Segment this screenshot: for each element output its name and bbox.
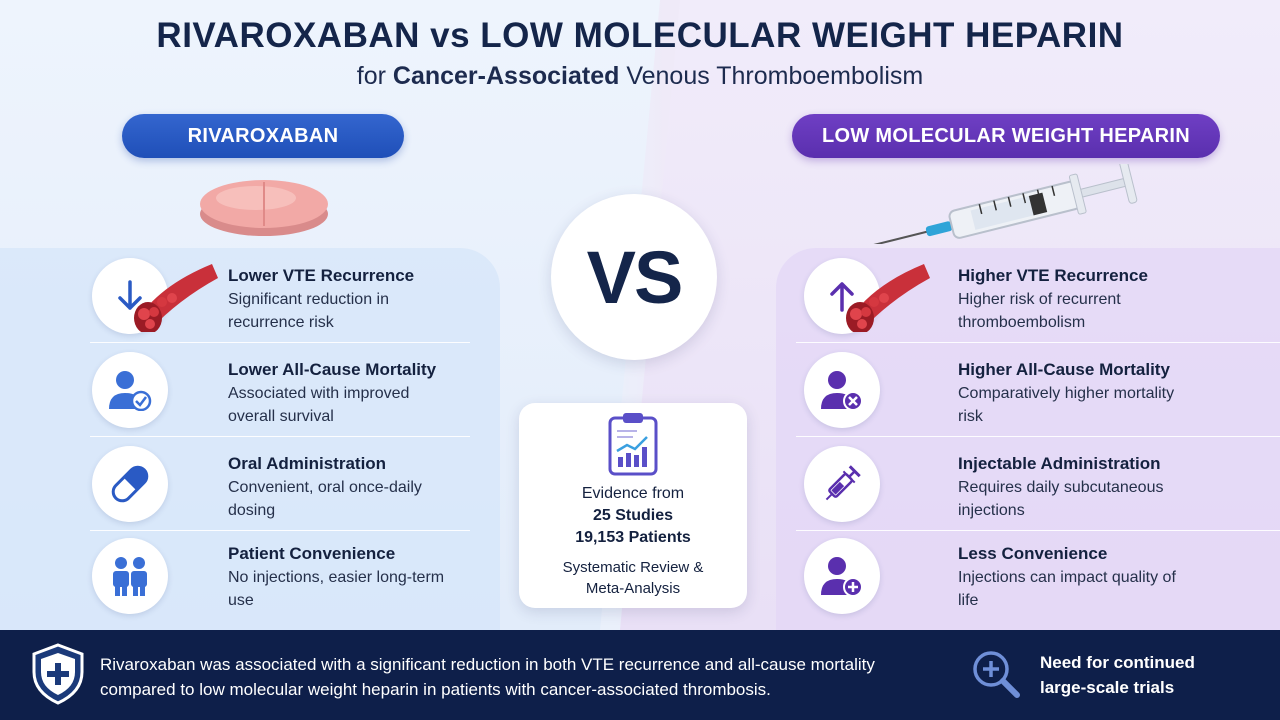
footer-text-5: compared to low molecular weight heparin…	[100, 680, 771, 699]
person-plus-icon	[804, 538, 880, 614]
rivaroxaban-label: RIVAROXABAN	[122, 114, 404, 158]
item-desc: Requires daily subcutaneous injections	[958, 479, 1164, 519]
item-title: Patient Convenience	[228, 544, 396, 563]
list-item: Lower All-Cause Mortality Associated wit…	[0, 342, 500, 436]
people-icon	[92, 538, 168, 614]
list-item: Patient Convenience No injections, easie…	[0, 530, 500, 624]
magnifier-plus-icon	[973, 651, 1020, 698]
lmwh-panel: Higher VTE Recurrence Higher risk of rec…	[776, 248, 1280, 630]
evidence-card: Evidence from 25 Studies 19,153 Patients…	[519, 403, 747, 608]
item-desc: Significant reduction in recurrence risk	[228, 291, 389, 331]
footer-text-4: in both VTE recurrence and all-cause mor…	[520, 655, 875, 674]
item-desc: No injections, easier long-term use	[228, 569, 445, 609]
list-item: Less Convenience Injections can impact q…	[776, 530, 1280, 624]
capsule-icon	[92, 446, 168, 522]
subtitle-suffix: Venous Thromboembolism	[626, 62, 924, 90]
footer-banner: Rivaroxaban was associated with a signif…	[0, 630, 1280, 720]
list-item: Oral Administration Convenient, oral onc…	[0, 436, 500, 530]
item-title: Lower VTE Recurrence	[228, 266, 415, 285]
divider	[90, 342, 470, 343]
item-title: Higher VTE Recurrence	[958, 266, 1148, 285]
footer-callout-line2: large-scale trials	[1040, 678, 1175, 697]
divider	[796, 530, 1280, 531]
blood-vessel-icon	[134, 264, 218, 332]
evidence-patients: 19,153 Patients	[575, 529, 691, 546]
item-title: Injectable Administration	[958, 454, 1161, 473]
person-x-icon	[804, 352, 880, 428]
vs-badge: VS	[551, 194, 717, 360]
subtitle-bold: Cancer-Associated	[392, 62, 620, 90]
footer-callout-line1: Need for continued	[1040, 653, 1195, 672]
list-item: Higher All-Cause Mortality Comparatively…	[776, 342, 1280, 436]
divider	[796, 436, 1280, 437]
person-check-icon	[92, 352, 168, 428]
item-desc: Injections can impact quality of life	[958, 569, 1176, 609]
page-subtitle: for Cancer-Associated Venous Thromboembo…	[0, 62, 1280, 91]
shield-icon	[32, 643, 84, 705]
divider	[90, 530, 470, 531]
evidence-line5: Meta-Analysis	[585, 580, 681, 597]
footer-text-2: was associated with a	[195, 655, 371, 674]
list-item: Lower VTE Recurrence Significant reducti…	[0, 248, 500, 342]
item-title: Higher All-Cause Mortality	[958, 360, 1170, 379]
footer-summary: Rivaroxaban was associated with a signif…	[100, 652, 930, 702]
footer-callout: Need for continued large-scale trials	[1040, 650, 1260, 700]
item-desc: Convenient, oral once-daily dosing	[228, 479, 422, 519]
item-title: Oral Administration	[228, 454, 387, 473]
lmwh-label: LOW MOLECULAR WEIGHT HEPARIN	[792, 114, 1220, 158]
item-title: Lower All-Cause Mortality	[228, 360, 437, 379]
item-desc: Higher risk of recurrent thromboembolism	[958, 291, 1121, 331]
clipboard-chart-icon	[608, 413, 658, 476]
divider	[796, 342, 1280, 343]
tablet-icon	[200, 180, 328, 236]
item-desc: Associated with improved overall surviva…	[228, 385, 410, 425]
item-title: Less Convenience	[958, 544, 1108, 563]
page-title: RIVAROXABAN vs LOW MOLECULAR WEIGHT HEPA…	[156, 16, 1124, 55]
item-desc: Comparatively higher mortality risk	[958, 385, 1175, 425]
evidence-line1: Evidence from	[581, 485, 685, 502]
list-item: Higher VTE Recurrence Higher risk of rec…	[776, 248, 1280, 342]
list-item: Injectable Administration Requires daily…	[776, 436, 1280, 530]
evidence-line4: Systematic Review &	[562, 559, 704, 576]
syringe-illustration	[871, 164, 1138, 244]
rivaroxaban-panel: Lower VTE Recurrence Significant reducti…	[0, 248, 500, 630]
blood-vessel-icon	[846, 264, 930, 332]
footer-text-1: Rivaroxaban	[100, 655, 196, 674]
divider	[90, 436, 470, 437]
footer-text-3: significant reduction	[370, 655, 521, 674]
evidence-studies: 25 Studies	[592, 507, 674, 524]
syringe-icon	[804, 446, 880, 522]
subtitle-prefix: for	[356, 62, 386, 90]
